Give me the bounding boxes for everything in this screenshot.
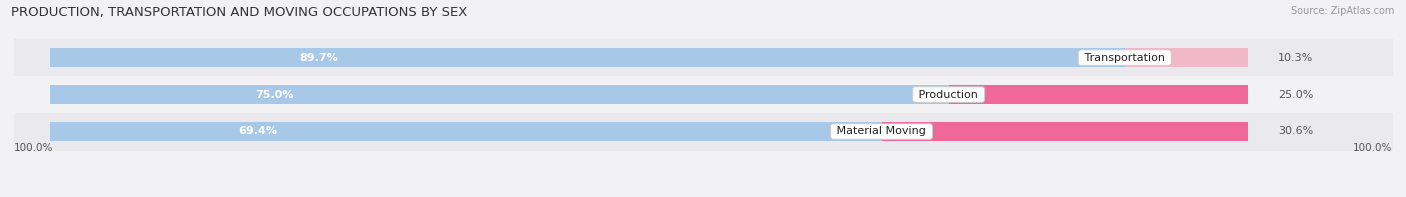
Bar — [14, 113, 1392, 150]
Bar — [14, 39, 1392, 76]
Text: 69.4%: 69.4% — [239, 126, 277, 137]
Bar — [949, 85, 1249, 104]
Text: Material Moving: Material Moving — [834, 126, 929, 137]
Text: 25.0%: 25.0% — [1278, 90, 1313, 99]
Bar — [14, 76, 1392, 113]
Bar — [51, 48, 1125, 67]
Text: 10.3%: 10.3% — [1278, 53, 1313, 63]
Text: PRODUCTION, TRANSPORTATION AND MOVING OCCUPATIONS BY SEX: PRODUCTION, TRANSPORTATION AND MOVING OC… — [11, 6, 468, 19]
Text: 100.0%: 100.0% — [1353, 143, 1392, 153]
Text: 89.7%: 89.7% — [299, 53, 337, 63]
Bar — [882, 122, 1249, 141]
Bar — [51, 122, 882, 141]
Bar — [51, 85, 949, 104]
Text: 75.0%: 75.0% — [256, 90, 294, 99]
Bar — [1125, 48, 1249, 67]
Text: 30.6%: 30.6% — [1278, 126, 1313, 137]
Text: 100.0%: 100.0% — [14, 143, 53, 153]
Text: Source: ZipAtlas.com: Source: ZipAtlas.com — [1291, 6, 1395, 16]
Text: Transportation: Transportation — [1081, 53, 1168, 63]
Text: Production: Production — [915, 90, 981, 99]
